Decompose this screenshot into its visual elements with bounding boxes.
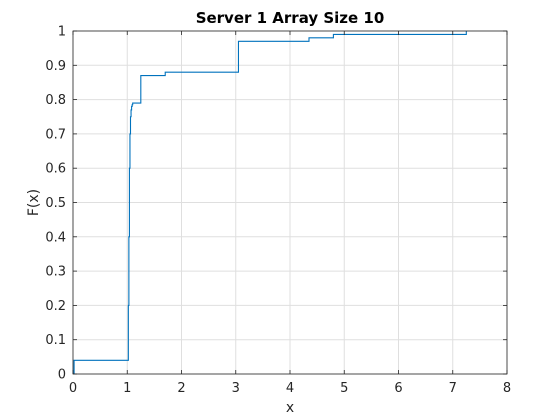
- chart-title: Server 1 Array Size 10: [196, 9, 385, 27]
- x-tick-label: 3: [232, 381, 240, 396]
- y-tick-label: 0.3: [45, 265, 66, 280]
- x-tick-label: 2: [177, 381, 185, 396]
- x-tick-label: 6: [394, 381, 402, 396]
- x-tick-label: 0: [69, 381, 77, 396]
- y-tick-label: 1: [58, 25, 66, 40]
- y-tick-labels: 0 0.1 0.2 0.3 0.4 0.5 0.6 0.7 0.8 0.9 1: [45, 25, 66, 383]
- x-tick-label: 4: [286, 381, 294, 396]
- x-axis-label: x: [286, 400, 294, 416]
- x-tick-label: 1: [123, 381, 131, 396]
- y-tick-label: 0: [58, 368, 66, 383]
- y-tick-label: 0.1: [45, 333, 66, 348]
- y-tick-label: 0.5: [45, 196, 66, 211]
- y-tick-label: 0.7: [45, 127, 66, 142]
- y-tick-label: 0.2: [45, 299, 66, 314]
- series-layer: [73, 31, 467, 374]
- x-tick-label: 7: [449, 381, 457, 396]
- cdf-step-line: [73, 31, 467, 374]
- y-tick-label: 0.4: [45, 230, 66, 245]
- y-tick-label: 0.8: [45, 93, 66, 108]
- y-tick-label: 0.6: [45, 162, 66, 177]
- x-tick-labels: 0 1 2 3 4 5 6 7 8: [69, 381, 511, 396]
- y-axis-label: F(x): [26, 189, 42, 216]
- grid-lines: [72, 30, 508, 375]
- tick-marks: [72, 30, 508, 375]
- y-tick-label: 0.9: [45, 59, 66, 74]
- x-tick-label: 8: [503, 381, 511, 396]
- x-tick-label: 5: [340, 381, 348, 396]
